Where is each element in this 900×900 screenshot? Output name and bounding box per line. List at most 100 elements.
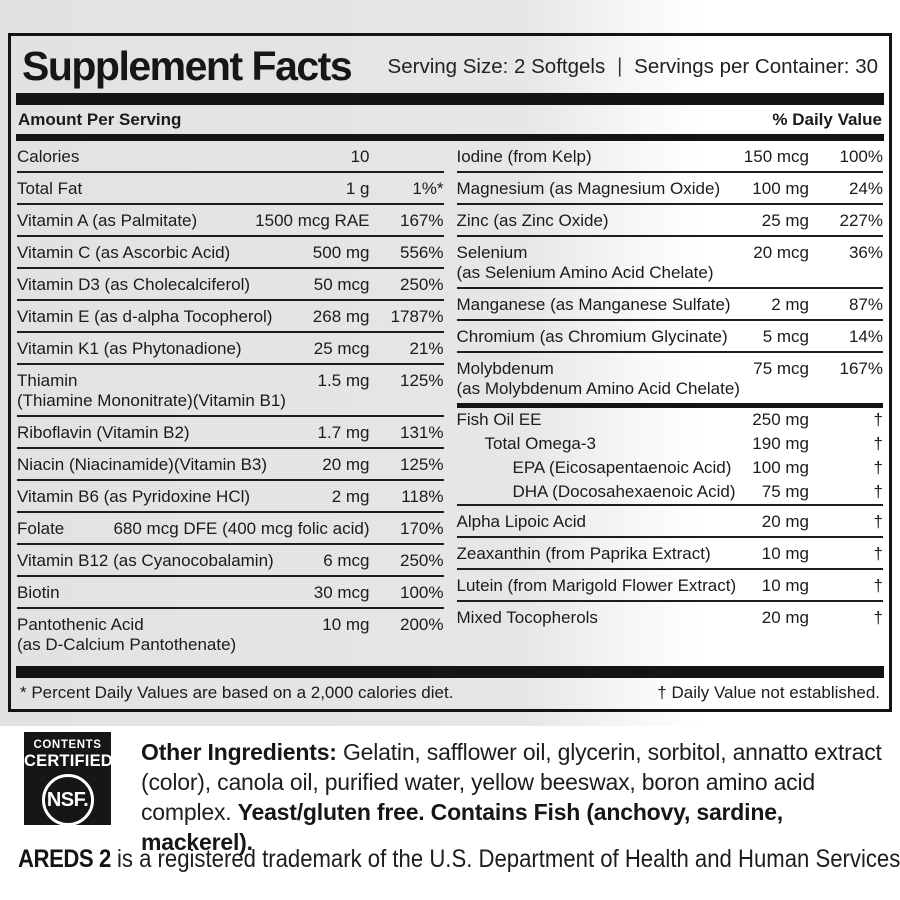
nutrient-name: Selenium (as Selenium Amino Acid Chelate) [457,243,754,283]
nutrient-amount: 10 mg [761,576,809,595]
nutrient-daily-value: 125% [400,371,444,390]
nutrient-row: Alpha Lipoic Acid 20 mg † [456,506,883,538]
amount-per-serving-header: Amount Per Serving [18,110,182,129]
serving-separator: | [617,54,623,77]
nutrient-name: Zinc (as Zinc Oxide) [456,211,609,230]
nutrient-daily-value: 36% [848,243,883,262]
column-right: Iodine (from Kelp) 150 mcg 100% Magnesium (… [456,141,884,632]
nutrient-name: Lutein (from Marigold Flower Extract) [456,576,737,595]
nutrient-name: Vitamin B6 (as Pyridoxine HCl) [17,487,251,506]
nutrient-name: Vitamin K1 (as Phytonadione) [17,339,242,358]
nutrient-name: Pantothenic Acid (as D-Calcium Pantothena… [17,615,322,655]
nutrient-row: Chromium (as Chromium Glycinate) 5 mcg 14% [456,321,883,353]
nutrient-name: Total Fat [17,179,83,198]
nutrient-name: Vitamin E (as d-alpha Tocopherol) [17,307,273,326]
nutrient-amount: 20 mg [761,512,809,531]
nutrient-daily-value: 556% [400,243,444,262]
nutrient-name: Molybdenum (as Molybdenum Amino Acid Chel… [457,359,754,399]
nutrient-name-line2: (as D-Calcium Pantothenate) [17,635,237,654]
nutrient-row: Molybdenum (as Molybdenum Amino Acid Chel… [456,353,883,408]
nutrient-daily-value: 1%* [412,179,444,198]
nutrient-amount: 2 mg [331,487,370,506]
nutrient-row: Iodine (from Kelp) 150 mcg 100% [456,141,883,173]
nutrient-name: Vitamin C (as Ascorbic Acid) [17,243,231,262]
nutrient-name: DHA (Docosahexaenoic Acid) [512,482,736,501]
nutrient-row: Selenium (as Selenium Amino Acid Chelate)… [456,237,883,289]
trademark-line: AREDS 2 is a registered trademark of the… [18,845,900,873]
nutrient-amount: 20 mcg [753,243,809,262]
nutrient-daily-value: 24% [848,179,883,198]
nutrient-daily-value: 200% [400,615,444,634]
nutrient-daily-value: 167% [839,359,883,378]
serving-size: Serving Size: 2 Softgels [387,54,606,78]
nutrient-amount: 150 mcg [743,147,809,166]
nutrient-amount: 2 mg [771,295,809,314]
divider-bar-top [16,93,884,105]
nutrient-daily-value: † [873,512,883,531]
nutrient-daily-value: 21% [409,339,444,358]
nutrient-row: Manganese (as Manganese Sulfate) 2 mg 87% [456,289,883,321]
footnotes: * Percent Daily Values are based on a 2,… [16,678,884,709]
nutrient-amount: 20 mg [322,455,370,474]
nutrient-row: Lutein (from Marigold Flower Extract) 10 … [456,570,883,602]
nutrient-amount: 500 mg [312,243,370,262]
nutrient-amount: 75 mg [761,482,809,501]
nutrient-name: Total Omega-3 [484,434,597,453]
nutrient-row: Biotin 30 mcg 100% [17,577,444,609]
nutrient-row: Pantothenic Acid (as D-Calcium Pantothena… [17,609,444,659]
nutrient-name-line2: (Thiamine Mononitrate)(Vitamin B1) [17,391,286,410]
nutrient-name: Vitamin D3 (as Cholecalciferol) [17,275,251,294]
nutrient-daily-value: 1787% [390,307,444,326]
nutrient-row: Zinc (as Zinc Oxide) 25 mg 227% [456,205,883,237]
nutrient-row: EPA (Eicosapentaenoic Acid) 100 mg † [457,456,884,480]
nutrient-daily-value: 100% [839,147,883,166]
nutrient-daily-value: 170% [400,519,444,538]
nutrient-columns: Calories 10 Total Fat 1 g 1%* Vitamin A (as P… [16,141,884,659]
nutrient-row: Folate 680 mcg DFE (400 mcg folic acid) 17… [17,513,444,545]
nutrient-row: Calories 10 [17,141,444,173]
nsf-contents-text: CONTENTS [33,739,102,751]
nutrient-row: Magnesium (as Magnesium Oxide) 100 mg 24% [456,173,883,205]
nutrient-name: Calories [17,147,80,166]
divider-bar-bottom [16,666,884,678]
servings-per-container: Servings per Container: 30 [634,54,878,78]
other-ingredients-paragraph: Other Ingredients: Gelatin, safflower oi… [141,737,898,857]
divider-bar-header [16,134,884,141]
panel-title: Supplement Facts [22,43,353,89]
nutrient-row: Niacin (Niacinamide)(Vitamin B3) 20 mg 125… [17,449,444,481]
nsf-certified-logo: CONTENTS CERTIFIED NSF. [24,732,113,826]
trademark-text: is a registered trademark of the U.S. De… [110,845,900,873]
column-headers: Amount Per Serving % Daily Value [16,105,884,134]
nutrient-amount: 50 mcg [313,275,370,294]
nutrient-daily-value: 250% [400,275,444,294]
nutrient-name: Folate [17,519,65,538]
nutrient-name: Chromium (as Chromium Glycinate) [456,327,728,346]
footnote-daily-values: * Percent Daily Values are based on a 2,… [20,683,454,702]
nutrient-daily-value: † [873,576,883,595]
nutrient-amount: 100 mg [752,179,809,198]
nutrient-row: Total Omega-3 190 mg † [457,432,884,456]
nutrient-daily-value: † [873,458,883,477]
nutrient-row: Total Fat 1 g 1%* [17,173,444,205]
nutrient-daily-value: 125% [400,455,444,474]
nutrient-daily-value: † [873,434,883,453]
nutrient-name: Manganese (as Manganese Sulfate) [456,295,731,314]
nutrient-name-line2: (as Selenium Amino Acid Chelate) [456,263,714,282]
nutrient-daily-value: 87% [848,295,883,314]
nutrient-name-line2: (as Molybdenum Amino Acid Chelate) [456,379,740,398]
nutrient-name: Fish Oil EE [456,410,542,429]
nutrient-amount: 1.7 mg [317,423,370,442]
serving-info: Serving Size: 2 Softgels | Servings per … [388,55,878,79]
nutrient-amount: 10 mg [761,544,809,563]
nutrient-amount: 6 mcg [323,551,370,570]
nutrient-daily-value: 167% [400,211,444,230]
panel-header: Supplement Facts Serving Size: 2 Softgel… [16,36,884,93]
other-ingredients-text: Gelatin, safflower oil, glycerin, sorbit… [141,739,882,825]
nutrient-amount: 190 mg [752,434,809,453]
nutrient-amount: 268 mg [312,307,370,326]
nutrient-name: Vitamin B12 (as Cyanocobalamin) [17,551,274,570]
nutrient-amount: 30 mcg [313,583,370,602]
nutrient-row: Riboflavin (Vitamin B2) 1.7 mg 131% [17,417,444,449]
nutrient-amount: 25 mcg [313,339,370,358]
